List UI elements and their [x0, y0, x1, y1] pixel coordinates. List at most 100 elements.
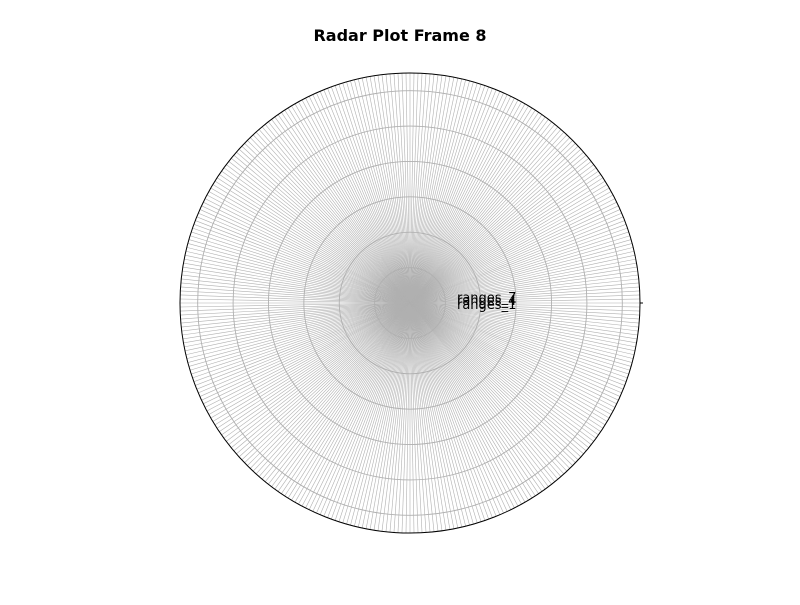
angular-gridline	[409, 258, 636, 304]
angular-gridline	[327, 302, 411, 518]
angular-gridline	[409, 302, 612, 415]
angular-gridline	[334, 302, 411, 521]
angular-gridline	[281, 302, 411, 494]
angular-gridline	[409, 302, 576, 463]
angular-gridline	[409, 81, 474, 304]
angular-gridline	[369, 302, 411, 530]
angular-gridline	[409, 119, 549, 304]
angular-gridline	[409, 231, 629, 304]
angular-gridline	[409, 134, 568, 304]
angular-gridline	[409, 302, 601, 432]
angular-gridline	[201, 205, 411, 304]
angular-gridline	[274, 302, 411, 490]
angular-gridline	[409, 86, 489, 304]
angular-gridline	[409, 302, 608, 422]
angular-gridline	[189, 235, 411, 304]
angular-gridline	[409, 282, 640, 304]
angular-gridline	[361, 77, 411, 304]
angular-gridline	[409, 187, 610, 304]
angular-gridline	[409, 278, 639, 304]
angular-gridline	[409, 286, 640, 304]
angular-gridline	[226, 164, 411, 304]
angular-gridline	[409, 266, 638, 304]
angular-gridline	[409, 302, 594, 442]
angular-gridline	[409, 262, 637, 304]
angular-gridline	[409, 302, 549, 487]
angular-gridline	[247, 140, 411, 304]
angular-gridline	[409, 105, 529, 304]
angular-gridline	[409, 243, 633, 304]
angular-gridline	[409, 302, 582, 458]
angular-gridline	[409, 302, 587, 452]
angular-gridline	[409, 302, 599, 436]
angular-gridline	[327, 88, 411, 304]
angular-gridline	[409, 82, 478, 304]
angular-gridline	[409, 161, 592, 304]
angular-gridline	[181, 278, 411, 304]
angular-gridline	[187, 243, 411, 304]
angular-gridline	[183, 302, 411, 344]
angular-gridline	[334, 85, 411, 304]
angular-gridline	[231, 158, 411, 304]
angular-gridline	[203, 302, 411, 405]
angular-gridline	[409, 302, 621, 397]
angular-gridline	[204, 198, 411, 304]
angular-gridline	[308, 96, 411, 304]
angular-gridline	[409, 302, 616, 408]
angular-gridline	[181, 274, 411, 304]
angular-gridline	[346, 302, 411, 525]
angular-gridline	[338, 302, 411, 522]
angular-gridline	[409, 174, 601, 304]
angular-gridline	[185, 302, 411, 356]
angular-gridline	[305, 97, 411, 304]
angular-gridline	[409, 91, 501, 304]
angular-gridline	[409, 302, 497, 517]
angular-gridline	[409, 302, 482, 522]
angular-gridline	[357, 78, 411, 304]
angular-gridline	[185, 250, 411, 304]
angular-gridline	[192, 227, 411, 304]
angular-gridline	[409, 302, 573, 466]
angular-gridline	[182, 270, 411, 304]
angular-gridline	[196, 302, 411, 390]
angular-gridline	[409, 154, 587, 304]
angular-gridline	[180, 302, 411, 320]
angular-gridline	[212, 302, 411, 422]
angular-gridline	[350, 302, 411, 526]
angular-gridline	[381, 302, 411, 532]
radial-gridline	[374, 267, 446, 339]
angular-gridline	[182, 302, 411, 336]
angular-gridline	[331, 302, 411, 520]
angular-gridline	[409, 302, 431, 533]
angular-gridline	[214, 302, 411, 426]
angular-gridline	[409, 302, 640, 320]
angular-gridline	[189, 302, 411, 371]
angular-gridline	[323, 89, 411, 304]
angular-gridline	[409, 180, 606, 304]
angular-gridline	[206, 302, 411, 412]
angular-gridline	[198, 302, 411, 394]
angular-gridline	[409, 302, 638, 336]
angular-gridline	[409, 302, 526, 503]
angular-gridline	[409, 191, 612, 304]
series-label: ranges_7	[457, 291, 516, 306]
angular-gridline	[316, 92, 411, 304]
angular-gridline	[409, 302, 552, 485]
angular-gridline	[180, 302, 411, 308]
angular-gridline	[233, 302, 411, 452]
angular-gridline	[401, 302, 411, 533]
angular-gridline	[323, 302, 411, 517]
angular-gridline	[409, 73, 419, 304]
angular-gridline	[409, 209, 621, 304]
angular-gridline	[409, 302, 427, 533]
angular-gridline	[305, 302, 411, 509]
angular-gridline	[409, 109, 536, 304]
angular-gridline	[409, 274, 639, 304]
angular-gridline	[284, 302, 411, 497]
angular-gridline	[409, 73, 427, 304]
angular-gridline	[377, 302, 411, 531]
angular-gridline	[312, 94, 411, 304]
angular-gridline	[409, 302, 624, 390]
